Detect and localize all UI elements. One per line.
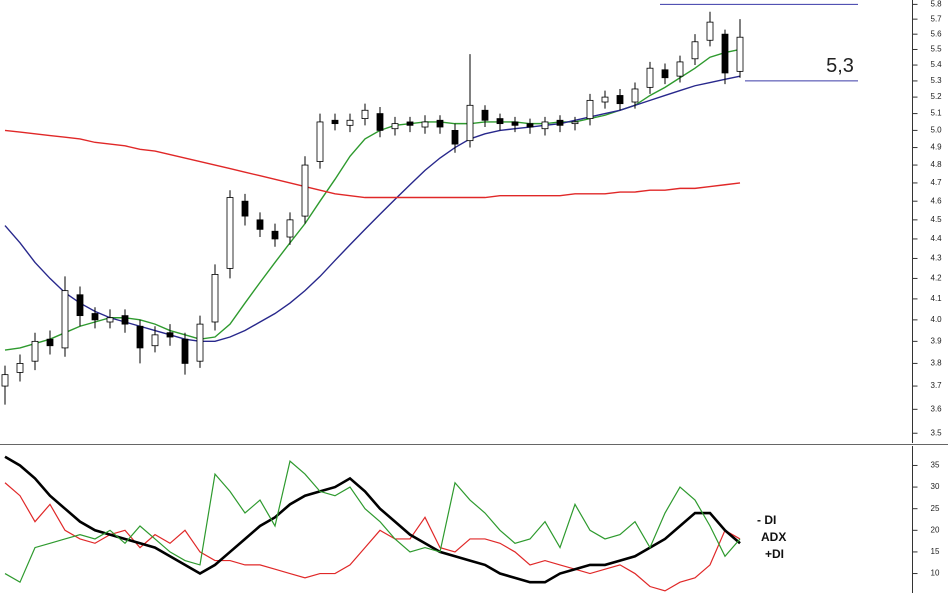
y-tick-label: 5.3 [931, 76, 943, 85]
candle-body [46, 338, 54, 347]
y-tick-label: 35 [931, 461, 940, 470]
y-tick-label: 25 [931, 504, 940, 513]
y-tick-label: 4.3 [931, 254, 943, 263]
candle-body [586, 99, 594, 119]
candle-body [451, 129, 459, 145]
y-tick-label: 3.5 [931, 428, 943, 437]
candle-body [361, 109, 369, 119]
candle-body [151, 334, 159, 347]
candle-body [571, 121, 579, 125]
candle-body [256, 219, 264, 230]
y-tick-label: 4.1 [931, 294, 943, 303]
candle-body [31, 340, 39, 362]
series-line [4, 75, 741, 343]
candle-body [346, 119, 354, 126]
series-line [4, 482, 741, 592]
y-tick-label: 4.8 [931, 160, 943, 169]
y-tick-label: 3.8 [931, 359, 943, 368]
y-tick-label: 4.4 [931, 234, 943, 243]
y-tick-label: 4.6 [931, 196, 943, 205]
candle-body [16, 363, 24, 373]
candle-body [286, 219, 294, 238]
candle-body [241, 200, 249, 217]
y-tick-label: 4.9 [931, 143, 943, 152]
y-tick-label: 5.1 [931, 109, 943, 118]
y-tick-label: 3.6 [931, 404, 943, 413]
candle-body [691, 41, 699, 60]
y-tick-label: 4.7 [931, 178, 943, 187]
candle-body [391, 123, 399, 130]
candle-body [1, 374, 9, 387]
y-tick-label: 5.6 [931, 29, 943, 38]
y-tick-label: 15 [931, 547, 940, 556]
y-tick-label: 3.9 [931, 336, 943, 345]
candle-body [676, 61, 684, 77]
candle-body [271, 230, 279, 240]
y-tick-label: 5.8 [931, 0, 943, 8]
candle-body [181, 338, 189, 364]
level-label: 5,3 [826, 55, 854, 77]
y-tick-label: 5.5 [931, 45, 943, 54]
y-tick-label: 4.0 [931, 315, 943, 324]
y-tick-label: 10 [931, 569, 940, 578]
candle-body [76, 294, 84, 317]
candle-body [136, 325, 144, 349]
candle-body [91, 313, 99, 321]
candle-body [331, 119, 339, 125]
candle-body [496, 118, 504, 125]
candle-body [541, 121, 549, 130]
y-tick-label: 4.5 [931, 215, 943, 224]
candle-body [661, 69, 669, 79]
candle-body [511, 121, 519, 126]
candle-body [226, 197, 234, 269]
candle-body [466, 104, 474, 142]
candle-body [166, 332, 174, 338]
candle-body [121, 315, 129, 325]
candle-body [421, 121, 429, 128]
y-tick-label: 20 [931, 525, 940, 534]
candle-body [736, 36, 744, 72]
candle-body [316, 121, 324, 162]
candle-body [616, 95, 624, 105]
y-tick-label: 5.7 [931, 14, 943, 23]
candle-body [301, 164, 309, 217]
candle-body [196, 323, 204, 362]
candle-body [526, 123, 534, 128]
level-label: 5,8 [826, 0, 854, 1]
series-line [4, 48, 741, 351]
y-tick-label: 3.7 [931, 381, 943, 390]
candle-body [721, 33, 729, 74]
candle-body [631, 88, 639, 103]
y-tick-label: 5.4 [931, 60, 943, 69]
candle-body [646, 67, 654, 88]
y-tick-label: 5.2 [931, 92, 943, 101]
candle-body [481, 109, 489, 121]
y-tick-label: 30 [931, 482, 940, 491]
candle-body [406, 121, 414, 126]
candle-body [436, 119, 444, 128]
legend-label: +DI [765, 547, 784, 561]
candle-body [601, 96, 609, 103]
candle-body [706, 21, 714, 41]
candle-body [106, 317, 114, 323]
candle-body [61, 290, 69, 349]
legend-label: ADX [761, 530, 786, 544]
series-line [4, 460, 741, 584]
candle-body [376, 113, 384, 131]
candle-body [211, 274, 219, 323]
candle-body [556, 119, 564, 126]
series-line [4, 455, 741, 584]
series-line [4, 129, 741, 199]
legend-label: - DI [757, 513, 776, 527]
y-tick-label: 5.0 [931, 126, 943, 135]
y-tick-label: 4.2 [931, 274, 943, 283]
